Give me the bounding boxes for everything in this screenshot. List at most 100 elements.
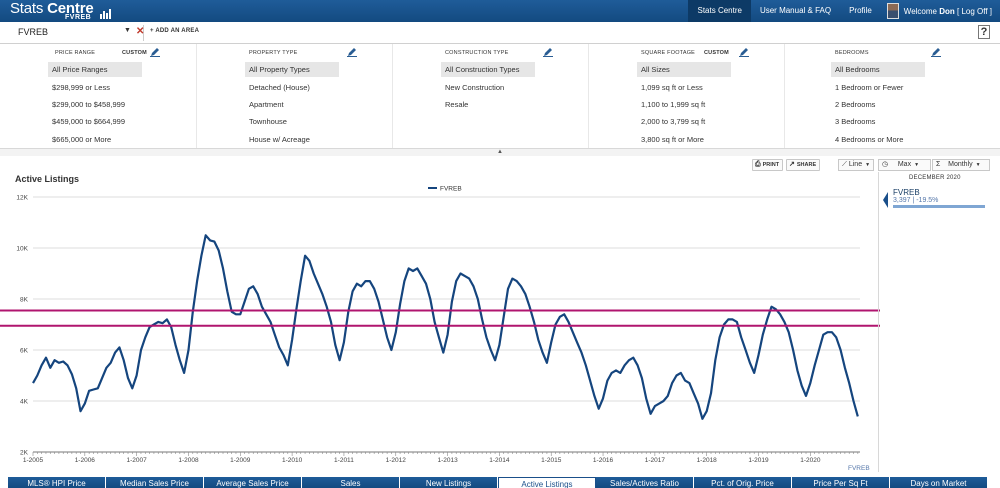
x-tick-label: 1-2018	[697, 457, 718, 464]
share-button[interactable]: ↗ SHARE	[786, 159, 821, 171]
chevron-down-icon[interactable]: ▼	[124, 27, 131, 34]
filter-option[interactable]: 1,100 to 1,999 sq ft	[641, 100, 706, 109]
x-tick-label: 1-2016	[593, 457, 614, 464]
sum-icon: Σ	[936, 161, 941, 168]
series-line-fvreb	[32, 234, 859, 420]
filter-option[interactable]: Resale	[445, 100, 469, 109]
filter-option[interactable]: 2 Bedrooms	[835, 100, 876, 109]
x-tick-label: 1-2008	[178, 457, 199, 464]
share-label: SHARE	[796, 162, 817, 168]
tab-pct-orig-price[interactable]: Pct. of Orig. Price	[694, 477, 792, 488]
panel-marker	[883, 192, 888, 208]
x-tick-label: 1-2015	[541, 457, 562, 464]
filter-option[interactable]: Townhouse	[249, 117, 287, 126]
filter-option[interactable]: $299,000 to $458,999	[52, 100, 125, 109]
filter-option[interactable]: $665,000 or More	[52, 135, 112, 144]
filter-option[interactable]: House w/ Acreage	[249, 135, 310, 144]
filter-option[interactable]: 1 Bedroom or Fewer	[835, 83, 904, 92]
filter-bedrooms: BEDROOMS All Bedrooms 1 Bedroom or Fewer…	[784, 44, 1000, 148]
filter-option[interactable]: New Construction	[445, 83, 505, 92]
filter-option[interactable]: All Construction Types	[441, 62, 535, 77]
filter-custom-link[interactable]: CUSTOM	[122, 50, 147, 56]
close-icon[interactable]: ✕	[136, 26, 145, 37]
filter-option[interactable]: 3 Bedrooms	[835, 117, 876, 126]
range-value: Max	[897, 161, 912, 168]
tab-days-on-market[interactable]: Days on Market	[890, 477, 988, 488]
chart-type-value: Line	[848, 161, 863, 168]
filter-property-type: PROPERTY TYPE All Property Types Detache…	[196, 44, 386, 148]
active-listings-chart: FVREB 1-2005 1-2006 1-2007 1-2008 1-2009 1-20…	[0, 186, 880, 472]
nav-links: Stats Centre User Manual & FAQ Profile W…	[688, 0, 1000, 22]
chart-legend: FVREB	[428, 186, 462, 193]
panel-series-value: 3,397 | -19.5%	[893, 197, 939, 204]
filter-option[interactable]: 1,099 sq ft or Less	[641, 83, 703, 92]
filter-option[interactable]: 2,000 to 3,799 sq ft	[641, 117, 706, 126]
reference-lines	[0, 309, 880, 327]
x-tick-label: 1-2014	[489, 457, 510, 464]
filter-option[interactable]: Apartment	[249, 100, 284, 109]
filter-option[interactable]: $298,999 or Less	[52, 83, 110, 92]
brand-logo[interactable]: Stats Centre FVREB	[10, 0, 112, 21]
filter-title: CONSTRUCTION TYPE	[445, 50, 509, 56]
filter-option[interactable]: All Sizes	[637, 62, 731, 77]
x-tick-label: 1-2017	[645, 457, 666, 464]
share-icon: ↗	[789, 161, 795, 168]
y-tick-label: 2K	[20, 450, 29, 457]
edit-icon[interactable]	[150, 47, 160, 59]
x-axis: 1-2005 1-2006 1-2007 1-2008 1-2009 1-2010 1-20…	[23, 451, 860, 464]
edit-icon[interactable]	[739, 47, 749, 59]
y-tick-label: 10K	[16, 246, 28, 253]
tab-average-sales-price[interactable]: Average Sales Price	[204, 477, 302, 488]
y-axis: 2K 4K 6K 8K 10K 12K	[16, 195, 28, 457]
edit-icon[interactable]	[347, 47, 357, 59]
collapse-filters-toggle[interactable]: ▲	[0, 148, 1000, 156]
welcome-prefix: Welcome	[903, 6, 937, 16]
panel-series-name: FVREB	[893, 188, 920, 197]
tab-median-sales-price[interactable]: Median Sales Price	[106, 477, 204, 488]
filter-option[interactable]: All Bedrooms	[831, 62, 925, 77]
tab-sales-actives-ratio[interactable]: Sales/Actives Ratio	[596, 477, 694, 488]
chart-type-dropdown[interactable]: ⟋ Line ▼	[838, 159, 875, 171]
filter-custom-link[interactable]: CUSTOM	[704, 50, 729, 56]
x-tick-label: 1-2012	[386, 457, 407, 464]
x-tick-label: 1-2011	[334, 457, 354, 464]
tab-mls-hpi-price[interactable]: MLS® HPI Price	[8, 477, 106, 488]
add-area-button[interactable]: + ADD AN AREA	[150, 28, 200, 34]
period-value: Monthly	[948, 161, 973, 168]
welcome-user: Don	[939, 6, 955, 16]
filter-option[interactable]: Detached (House)	[249, 83, 310, 92]
print-button[interactable]: ⎙ PRINT	[752, 159, 784, 171]
filter-option[interactable]: All Property Types	[245, 62, 339, 77]
chart-grid	[33, 196, 860, 453]
filter-option[interactable]: 4 Bedrooms or More	[835, 135, 904, 144]
nav-profile[interactable]: Profile	[849, 6, 872, 15]
y-tick-label: 12K	[16, 195, 28, 202]
tab-price-per-sq-ft[interactable]: Price Per Sq Ft	[792, 477, 890, 488]
edit-icon[interactable]	[543, 47, 553, 59]
tab-active-listings[interactable]: Active Listings	[498, 477, 596, 488]
x-tick-label: 1-2005	[23, 457, 44, 464]
area-select[interactable]: FVREB ▼ ✕	[6, 25, 144, 41]
filter-title: SQUARE FOOTAGE	[641, 50, 696, 56]
tab-sales[interactable]: Sales	[302, 477, 400, 488]
metric-tabs: MLS® HPI Price Median Sales Price Averag…	[8, 477, 1000, 488]
filter-option[interactable]: All Price Ranges	[48, 62, 142, 77]
nav-stats-centre[interactable]: Stats Centre	[688, 0, 751, 22]
printer-icon: ⎙	[755, 161, 761, 168]
filter-option[interactable]: 3,800 sq ft or More	[641, 135, 704, 144]
filter-option[interactable]: $459,000 to $664,999	[52, 117, 125, 126]
logoff-link[interactable]: [ Log Off ]	[957, 6, 992, 16]
period-dropdown[interactable]: Σ Monthly ▼	[932, 159, 990, 171]
edit-icon[interactable]	[931, 47, 941, 59]
bar-chart-icon	[99, 3, 112, 19]
x-tick-label: 1-2010	[282, 457, 303, 464]
nav-user-manual[interactable]: User Manual & FAQ	[759, 6, 832, 15]
range-dropdown[interactable]: ◷ Max ▼	[878, 159, 931, 171]
brand-title: Stats	[10, 0, 44, 17]
chevron-up-icon[interactable]: ▲	[497, 149, 503, 155]
help-button[interactable]: ?	[978, 25, 990, 39]
filter-panel: PRICE RANGE CUSTOM All Price Ranges $298…	[0, 44, 1000, 148]
x-tick-label: 1-2019	[748, 457, 769, 464]
tab-new-listings[interactable]: New Listings	[400, 477, 498, 488]
brand-subtitle: FVREB	[65, 14, 92, 21]
